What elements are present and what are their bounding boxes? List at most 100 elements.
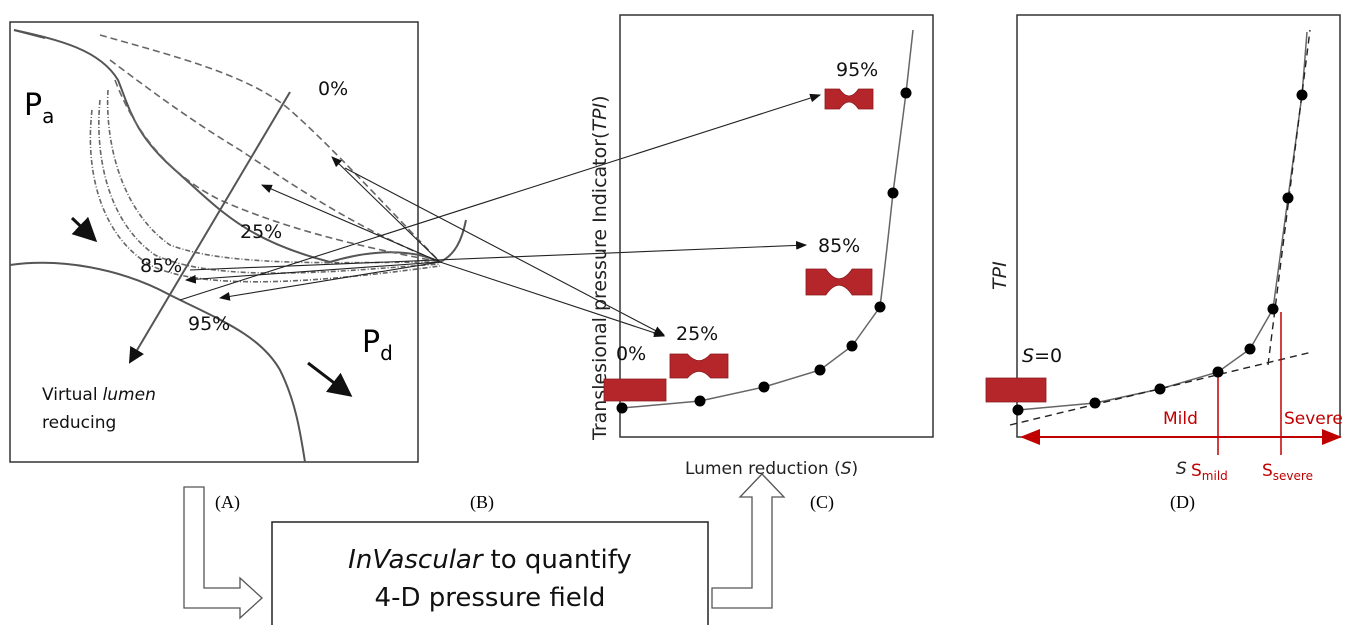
subscript: mild [1202,469,1228,483]
vessel-icon [824,88,874,110]
curve-point [694,395,706,407]
panel-label: (B) [470,492,494,513]
curve-point [1282,192,1294,204]
lumen-contour [98,99,441,274]
pointer-arrow [439,261,666,338]
lumen-contour [109,59,441,263]
curve-point [1267,303,1279,315]
curve-point [758,381,770,393]
stenosis-label: 25% [240,221,282,243]
vessel-wall [13,29,46,39]
stenosis-label: 0% [318,78,348,100]
mild-fit-line [1009,351,1313,426]
threshold-label: Smild [1191,461,1228,483]
curve-point [814,364,826,376]
lumen-contour [99,34,441,263]
subscript: severe [1273,469,1313,483]
process-text: 4-D pressure field [375,583,606,613]
pointer-arrow [344,167,665,336]
curve-point [1154,383,1166,395]
process-box [271,521,709,625]
x-axis-label: Lumen reduction (S) [685,459,858,479]
label-em: S [841,459,852,479]
label-text: ) [589,95,611,102]
markers [603,87,1308,416]
process-flow: InVascular to quantify 4-D pressure field [183,473,786,625]
curve-point [846,340,858,352]
stenosis-label: 0% [616,343,646,365]
stenosis-label: 25% [676,323,718,345]
caption: reducing [42,413,116,433]
label-text: =0 [1034,345,1062,367]
flow-arrow [711,473,786,609]
label-em: TPI [589,102,611,131]
stenosis-label: 95% [836,59,878,81]
curve-point [1012,404,1024,416]
tpi-curve [621,29,914,409]
subscript: a [42,104,54,128]
curve-point [616,402,628,414]
process-text: InVascular to quantify [348,545,632,575]
label-text: Lumen reduction ( [685,459,841,479]
baseline-label: S=0 [1022,345,1062,367]
pointer-arrow [218,261,441,301]
reduction-axis [128,91,291,364]
panel-frame [9,21,419,463]
y-axis-label: TPI [989,261,1011,290]
symbol: S [1262,461,1273,481]
y-axis-label: Translesional pressure Indicator(TPI) [589,95,611,441]
vessel-wall [9,261,306,463]
vessel-icon [603,378,667,402]
lumen-contour [114,79,441,263]
curve-point [900,87,912,99]
vessel-icon [805,268,873,296]
severe-label: Severe [1284,409,1343,429]
stenosis-label: 95% [188,313,230,335]
panel-label: (A) [215,492,240,513]
curve-point [1212,366,1224,378]
x-axis-label: S [1176,459,1187,479]
curve-point [1089,397,1101,409]
stenosis-label: 85% [818,235,860,257]
panel-d: TPI S=0 Mild Severe S Smild Ssevere [989,14,1343,483]
subscript: d [380,341,393,365]
panel-frame [1016,14,1341,438]
panel-label: (D) [1170,492,1195,513]
panel-frame [619,14,934,438]
panel-c: 95% 85% 25% 0% Translesional pressure In… [589,14,934,479]
curve-point [887,187,899,199]
label-em: S [1022,345,1034,367]
symbol: P [24,88,42,123]
pointer-arrow [184,261,441,284]
caption: Virtual lumen [42,385,156,405]
flow-arrow [183,486,263,620]
vessel-icon [985,377,1047,403]
caption-em: lumen [103,385,156,405]
pointer-arrow [189,241,808,271]
symbol: S [1191,461,1202,481]
process-em: InVascular [348,545,485,575]
pointer-arrow [179,93,822,301]
inlet-pressure-label: Pa [24,88,54,128]
curve-point [1296,89,1308,101]
flow-arrow [307,361,353,397]
pointer-arrow [260,184,441,263]
caption-text: Virtual [42,385,98,405]
flow-arrow [70,216,98,243]
mild-label: Mild [1163,409,1198,429]
process-rest: to quantify [491,545,632,575]
panel-label: (C) [810,492,834,513]
label-text: Translesional pressure Indicator( [589,132,611,441]
panel-a: Pa Pd 0% 25% 85% 95% Virtual lumen reduci… [9,21,822,463]
outlet-pressure-label: Pd [362,325,393,365]
threshold-label: Ssevere [1262,461,1313,483]
vessel-icon [669,353,729,379]
pointer-arrow [331,156,441,263]
label-text: ) [852,459,859,479]
curve-point [1244,343,1256,355]
stenosis-label: 85% [140,255,182,277]
symbol: P [362,325,380,360]
curve-point [874,301,886,313]
panel-labels: (A) (B) (C) (D) [215,492,1195,513]
